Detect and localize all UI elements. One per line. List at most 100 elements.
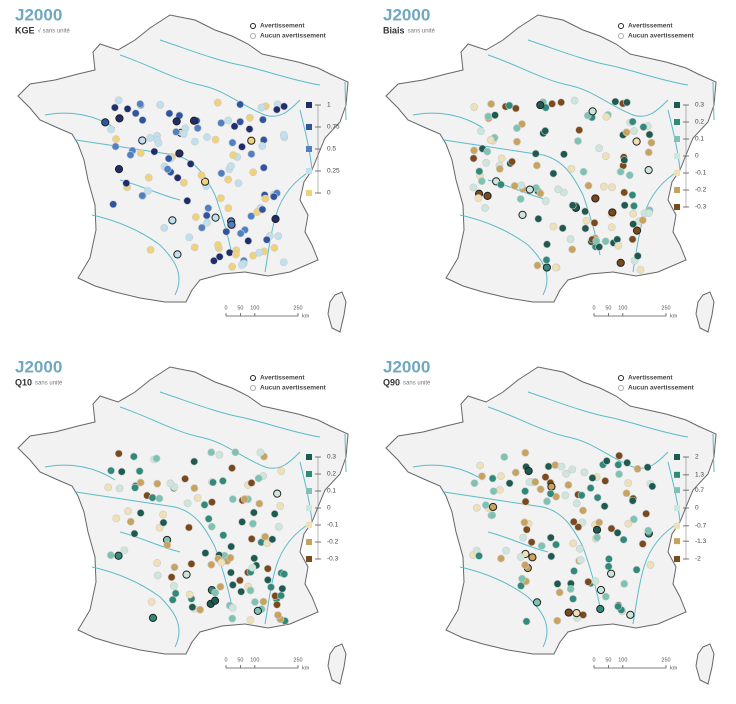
station-dot bbox=[477, 177, 486, 186]
station-dot bbox=[552, 540, 560, 549]
station-dot bbox=[179, 130, 188, 138]
station-dot bbox=[576, 556, 585, 564]
colorbar-swatch bbox=[306, 505, 312, 511]
station-dot bbox=[107, 466, 115, 475]
station-dot bbox=[643, 463, 652, 472]
station-dot bbox=[601, 152, 610, 161]
station-dot bbox=[537, 542, 546, 550]
station-dot bbox=[279, 258, 288, 267]
station-dot bbox=[236, 229, 245, 238]
station-dot bbox=[500, 453, 509, 461]
colorbar-swatch bbox=[674, 119, 680, 125]
station-dot bbox=[581, 224, 590, 233]
station-dot bbox=[236, 117, 245, 126]
colorbar-swatch bbox=[306, 146, 312, 152]
variable-name: Q10 bbox=[15, 377, 32, 387]
station-dot bbox=[579, 506, 587, 515]
station-dot bbox=[520, 518, 529, 527]
colorbar-tick-label: -0.2 bbox=[327, 539, 339, 546]
station-dot bbox=[600, 502, 609, 511]
colorbar-tick-label: 0.7 bbox=[695, 487, 704, 494]
station-dot bbox=[211, 213, 220, 222]
station-dot bbox=[569, 594, 577, 603]
station-dot bbox=[110, 103, 119, 112]
station-dot bbox=[591, 577, 600, 586]
station-dot bbox=[518, 210, 527, 219]
station-dot bbox=[629, 220, 638, 229]
station-dot bbox=[263, 576, 272, 584]
station-dot bbox=[574, 523, 583, 531]
station-dot bbox=[620, 579, 629, 588]
station-dot bbox=[531, 149, 540, 158]
station-dot bbox=[614, 460, 623, 469]
station-dot bbox=[607, 223, 616, 232]
station-dot bbox=[147, 597, 156, 606]
france-shape bbox=[17, 14, 349, 303]
station-dot bbox=[645, 130, 654, 139]
station-dot bbox=[190, 457, 199, 466]
station-dot bbox=[244, 237, 253, 245]
station-dot bbox=[611, 97, 620, 106]
scale-label: 0 bbox=[592, 305, 595, 311]
station-dot bbox=[173, 173, 182, 182]
colorbar-swatch bbox=[674, 136, 680, 142]
station-dot bbox=[228, 464, 236, 472]
station-dot bbox=[562, 469, 570, 478]
station-dot bbox=[630, 202, 638, 210]
station-dot bbox=[533, 261, 542, 270]
station-dot bbox=[227, 220, 236, 229]
station-dot bbox=[546, 533, 555, 542]
station-dot bbox=[644, 526, 653, 535]
station-dot bbox=[277, 591, 285, 600]
colorbar-swatch bbox=[306, 168, 312, 174]
station-dot bbox=[569, 539, 578, 548]
station-dot bbox=[166, 479, 175, 488]
station-dot bbox=[564, 481, 573, 489]
station-dot bbox=[623, 458, 632, 467]
station-dot bbox=[200, 177, 210, 186]
station-dot bbox=[126, 517, 135, 526]
station-dot bbox=[217, 119, 226, 127]
station-dot bbox=[208, 498, 216, 507]
station-dot bbox=[271, 214, 280, 224]
station-dot bbox=[204, 204, 213, 212]
scale-label: 50 bbox=[605, 305, 611, 311]
station-dot bbox=[231, 448, 240, 457]
station-dot bbox=[256, 448, 265, 457]
station-dot bbox=[481, 501, 490, 509]
station-dot bbox=[138, 136, 147, 145]
station-dot bbox=[209, 478, 217, 487]
station-dot bbox=[567, 164, 576, 173]
station-dot bbox=[201, 549, 210, 557]
station-dot bbox=[633, 252, 642, 260]
station-dot bbox=[584, 577, 593, 586]
station-dot bbox=[632, 137, 641, 146]
scale-unit: km bbox=[670, 665, 678, 671]
station-dot bbox=[488, 474, 497, 483]
station-dot bbox=[185, 233, 194, 242]
station-dot bbox=[470, 146, 478, 155]
station-dot bbox=[478, 472, 486, 481]
station-dot bbox=[114, 165, 124, 174]
scale-label: 50 bbox=[605, 657, 611, 663]
variable-name: Biais bbox=[383, 25, 405, 35]
unit-label: sans unité bbox=[35, 381, 63, 387]
station-dot bbox=[215, 252, 224, 261]
station-dot bbox=[622, 489, 631, 498]
station-dot bbox=[234, 179, 243, 188]
station-dot bbox=[263, 564, 272, 573]
legend-warning: Avertissement bbox=[628, 23, 673, 30]
station-dot bbox=[123, 104, 132, 113]
station-dot bbox=[185, 523, 193, 532]
colorbar-tick-label: -0.2 bbox=[695, 187, 707, 194]
station-dot bbox=[185, 590, 194, 599]
station-dot bbox=[483, 147, 492, 156]
station-dot bbox=[172, 127, 181, 136]
station-dot bbox=[255, 248, 264, 257]
station-dot bbox=[470, 479, 479, 488]
station-dot bbox=[584, 181, 593, 190]
corsica-shape bbox=[327, 643, 347, 685]
station-dot bbox=[568, 201, 577, 210]
